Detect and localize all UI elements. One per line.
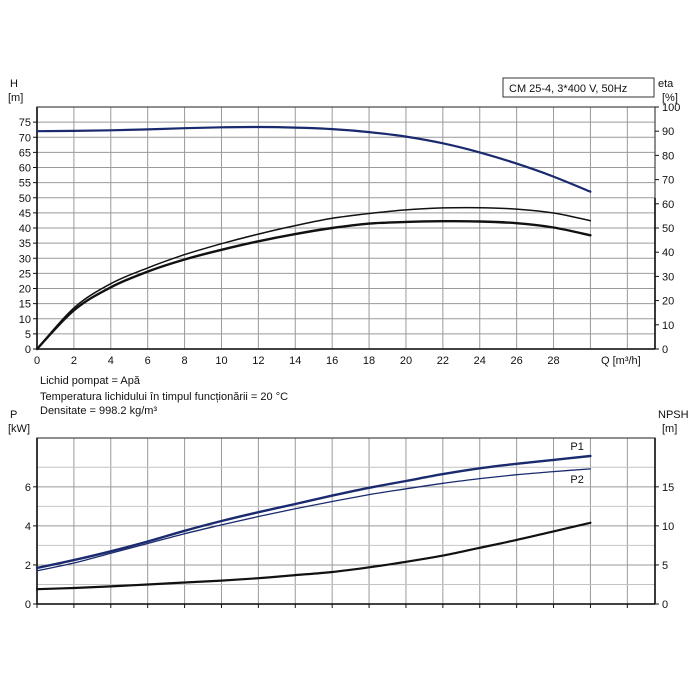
- left-tick-label: 35: [19, 238, 31, 250]
- left-tick-label: 70: [19, 132, 31, 144]
- x-tick-label: 8: [182, 355, 188, 367]
- series-label-p1: P1: [570, 441, 583, 453]
- left-axis-unit: [kW]: [8, 423, 30, 435]
- x-tick-label: 22: [437, 355, 449, 367]
- left-tick-label: 0: [25, 599, 31, 611]
- head-efficiency-chart: 0510152025303540455055606570750102030405…: [8, 77, 680, 367]
- x-tick-label: 12: [252, 355, 264, 367]
- series-line-npsh: [35, 521, 592, 591]
- x-tick-label: 24: [474, 355, 486, 367]
- x-tick-label: 26: [511, 355, 523, 367]
- right-tick-label: 10: [662, 320, 674, 332]
- power-npsh-chart: 0 2 4 6 0 5 10 15 P [kW] NPSH [m] P1 P2: [8, 409, 689, 611]
- x-tick-label: 2: [71, 355, 77, 367]
- right-tick-label: 20: [662, 296, 674, 308]
- right-tick-label: 60: [662, 199, 674, 211]
- series-line-p1: [35, 454, 592, 570]
- left-tick-label: 50: [19, 193, 31, 205]
- right-tick-label: 5: [662, 560, 668, 572]
- left-tick-label: 10: [19, 314, 31, 326]
- right-tick-label: 50: [662, 223, 674, 235]
- x-tick-label: 0: [34, 355, 40, 367]
- series-label-p2: P2: [570, 474, 583, 486]
- left-axis-unit: [m]: [8, 92, 23, 104]
- left-tick-label: 25: [19, 268, 31, 280]
- right-tick-label: 0: [662, 344, 668, 356]
- left-tick-label: 2: [25, 560, 31, 572]
- x-tick-label: 6: [145, 355, 151, 367]
- left-axis-title: P: [10, 409, 17, 421]
- x-tick-label: 4: [108, 355, 114, 367]
- fluid-info-pumped: Lichid pompat = Apă: [40, 375, 140, 387]
- x-tick-label: 18: [363, 355, 375, 367]
- right-tick-label: 100: [662, 102, 680, 114]
- series-line-head: [35, 125, 592, 193]
- left-tick-label: 45: [19, 208, 31, 220]
- left-tick-label: 60: [19, 163, 31, 175]
- x-axis-label: Q [m³/h]: [601, 355, 641, 367]
- x-tick-label: 16: [326, 355, 338, 367]
- right-tick-label: 90: [662, 126, 674, 138]
- right-axis-title: NPSH: [658, 409, 689, 421]
- chart-title: CM 25-4, 3*400 V, 50Hz: [509, 83, 627, 95]
- left-tick-label: 6: [25, 482, 31, 494]
- series-line-efficiency-a: [36, 206, 592, 350]
- fluid-info-temperature: Temperatura lichidului în timpul funcțio…: [40, 391, 289, 403]
- left-tick-label: 40: [19, 223, 31, 235]
- left-tick-label: 5: [25, 329, 31, 341]
- right-tick-label: 15: [662, 482, 674, 494]
- left-tick-label: 55: [19, 178, 31, 190]
- right-tick-label: 80: [662, 150, 674, 162]
- left-tick-label: 75: [19, 117, 31, 129]
- right-axis-unit: [%]: [662, 92, 678, 104]
- fluid-info-density: Densitate = 998.2 kg/m³: [40, 405, 158, 417]
- right-tick-label: 40: [662, 247, 674, 259]
- right-tick-label: 10: [662, 521, 674, 533]
- title-box: [502, 77, 655, 98]
- right-axis-unit: [m]: [662, 423, 677, 435]
- x-tick-label: 28: [547, 355, 559, 367]
- plot-frame: [36, 437, 656, 605]
- left-tick-label: 20: [19, 284, 31, 296]
- right-tick-label: 30: [662, 271, 674, 283]
- right-tick-label: 70: [662, 175, 674, 187]
- x-tick-label: 14: [289, 355, 301, 367]
- left-axis-title: H: [10, 78, 18, 90]
- left-tick-label: 30: [19, 253, 31, 265]
- left-tick-label: 0: [25, 344, 31, 356]
- left-tick-label: 15: [19, 299, 31, 311]
- x-tick-label: 10: [215, 355, 227, 367]
- left-tick-label: 4: [25, 521, 31, 533]
- series-line-efficiency-b: [35, 219, 592, 351]
- right-axis-title: eta: [658, 78, 674, 90]
- left-tick-label: 65: [19, 147, 31, 159]
- x-tick-label: 20: [400, 355, 412, 367]
- right-tick-label: 0: [662, 599, 668, 611]
- series-line-p2: [36, 468, 592, 572]
